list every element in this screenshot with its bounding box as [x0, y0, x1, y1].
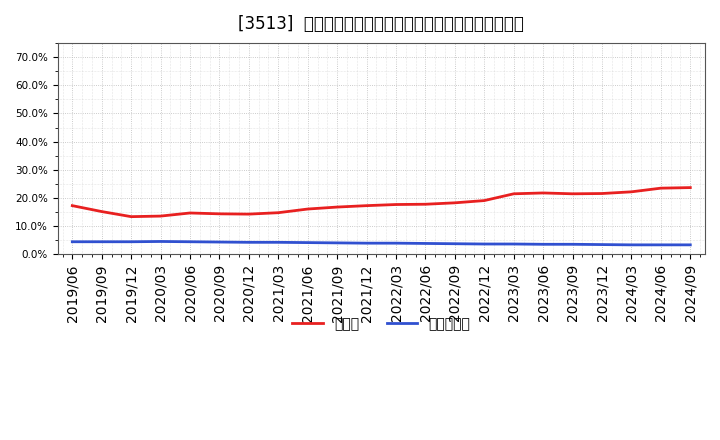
有利子負債 [392, 241, 400, 246]
有利子負債 [156, 239, 165, 244]
現顓金 [686, 185, 695, 190]
現顓金 [127, 214, 135, 219]
現顓金 [392, 202, 400, 207]
現顓金 [627, 189, 636, 194]
現顓金 [303, 206, 312, 212]
現顓金 [186, 210, 194, 216]
現顓金 [539, 191, 547, 196]
現顓金 [451, 200, 459, 205]
現顓金 [156, 213, 165, 219]
有利子負債 [186, 239, 194, 244]
現顓金 [421, 202, 430, 207]
有利子負債 [127, 239, 135, 244]
現顓金 [362, 203, 371, 208]
現顓金 [568, 191, 577, 196]
現顓金 [274, 210, 283, 215]
現顓金 [510, 191, 518, 196]
現顓金 [333, 205, 341, 210]
有利子負債 [568, 242, 577, 247]
有利子負債 [303, 240, 312, 245]
有利子負債 [657, 242, 665, 247]
有利子負債 [274, 240, 283, 245]
現顓金 [68, 203, 76, 208]
現顓金 [97, 209, 106, 214]
有利子負債 [362, 241, 371, 246]
有利子負債 [598, 242, 606, 247]
Title: [3513]  現顓金、有利子負債の総資産に対する比率の推移: [3513] 現顓金、有利子負債の総資産に対する比率の推移 [238, 15, 524, 33]
有利子負債 [245, 240, 253, 245]
有利子負債 [627, 242, 636, 247]
有利子負債 [215, 239, 224, 245]
有利子負債 [68, 239, 76, 244]
現顓金 [245, 212, 253, 217]
現顓金 [657, 186, 665, 191]
有利子負債 [451, 241, 459, 246]
現顓金 [480, 198, 489, 203]
Line: 有利子負債: 有利子負債 [72, 242, 690, 245]
Legend: 現顓金, 有利子負債: 現顓金, 有利子負債 [287, 311, 476, 336]
有利子負債 [510, 242, 518, 247]
有利子負債 [686, 242, 695, 247]
Line: 現顓金: 現顓金 [72, 187, 690, 216]
現顓金 [215, 211, 224, 216]
有利子負債 [333, 240, 341, 246]
現顓金 [598, 191, 606, 196]
有利子負債 [539, 242, 547, 247]
有利子負債 [421, 241, 430, 246]
有利子負債 [97, 239, 106, 244]
有利子負債 [480, 242, 489, 247]
